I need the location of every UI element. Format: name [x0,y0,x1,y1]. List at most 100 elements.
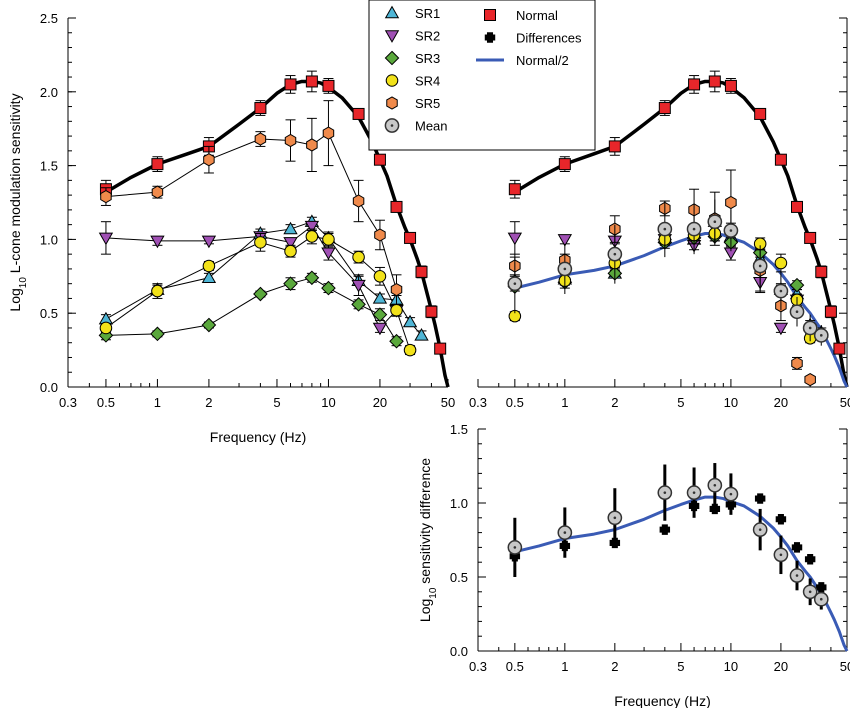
point-sr4 [390,303,403,317]
point-sr3 [372,307,388,322]
point-normal [254,102,267,115]
point-sr4 [151,284,164,298]
legend-marker-differences [484,32,496,43]
series-line-sr3 [105,277,397,342]
point-sr3 [304,270,320,286]
x-tick-label: 20 [373,395,387,410]
x-tick-label: 0.3 [469,395,487,410]
point-sr3 [789,277,805,293]
point-mean-dot [613,252,617,256]
point-mean [607,510,623,526]
point-sr2 [351,279,366,293]
legend-marker-mean [384,118,400,133]
point-sr2 [773,322,789,336]
point-mean [686,221,702,237]
point-mean-dot [663,227,667,231]
point-mean-dot [779,289,783,293]
point-mean [657,221,673,237]
point-normal [724,79,737,92]
point-mean [557,261,573,277]
y-tick-label: 1.0 [40,232,58,247]
point-mean [723,486,739,502]
point-sr1 [283,221,298,235]
point-mean [802,320,818,336]
point-mean [607,246,623,262]
x-tick-label: 5 [677,395,684,410]
point-mean-dot [663,491,667,494]
y-tick-label: 0.5 [40,306,58,321]
legend: SR1 SR2 SR3 SR4 SR5 Mean Normal Differences Norm… [368,0,596,151]
point-mean-dot [563,531,567,534]
point-sr3 [98,328,114,343]
legend-marker-mean-dot [390,124,394,127]
x-tick-label: 0.5 [506,395,524,410]
point-normal [688,78,701,91]
series-line-sr5 [105,132,397,290]
point-sr5 [254,132,267,146]
point-normal [373,153,386,166]
point-sr3 [351,297,366,312]
x-axis-label: Frequency (Hz) [210,429,306,445]
point-mean [507,540,523,555]
point-sr4 [774,256,788,270]
point-sr4 [352,250,365,264]
point-mean [802,584,818,600]
x-tick-label: 10 [724,395,738,410]
x-tick-label: 2 [611,659,618,674]
legend-marker-sr2 [384,30,400,43]
x-tick-label: 1 [154,395,161,410]
point-sr1 [414,328,429,341]
point-mean [686,485,702,500]
point-differences [754,493,766,504]
point-sr5 [203,153,215,167]
point-sr2 [150,235,165,249]
legend-label-sr5: SR5 [415,96,440,111]
legend-label-sr1: SR1 [415,6,440,21]
x-tick-label: 0.3 [59,395,77,410]
point-mean-dot [729,229,733,232]
y-tick-label: 0.0 [450,644,468,659]
point-sr5 [390,282,403,297]
legend-label-differences: Differences [516,31,582,46]
x-tick-label: 20 [774,659,788,674]
point-normal [508,183,521,196]
point-sr2 [321,247,336,261]
panel-top-right: 0.3 0.5 1 2 5 10 20 50 [469,17,850,410]
point-mean [773,547,789,563]
point-differences [791,542,803,553]
point-mean-dot [563,267,567,271]
x-tick-label: 50 [840,395,850,410]
point-sr5 [151,185,164,199]
point-normal [833,342,846,355]
point-mean-dot [758,528,762,531]
y-tick-label: 0.0 [40,380,58,395]
point-normal [708,75,721,88]
x-tick-label: 20 [774,395,788,410]
point-sr4 [322,233,335,246]
point-sr5 [322,126,335,140]
legend-label-mean: Mean [415,119,448,134]
y-axis-label-prefix: Log [7,288,23,311]
point-normal [558,158,571,171]
point-sr2 [507,232,523,246]
point-mean-dot [513,282,517,285]
x-axis-label: Frequency (Hz) [614,693,710,708]
point-sr3 [253,286,268,302]
x-tick-label: 2 [611,395,618,410]
point-sr5 [352,194,365,208]
point-mean [723,223,739,238]
point-sr2 [372,322,388,336]
point-normal [390,200,403,213]
point-normal [824,305,837,318]
point-mean [813,327,829,343]
point-mean-dot [819,597,823,601]
point-sr5 [804,372,816,387]
point-sr4 [373,270,387,283]
x-tick-label: 1 [561,395,568,410]
point-sr2 [201,235,217,249]
point-mean-dot [779,553,783,557]
point-sr1 [201,270,217,284]
point-mean [707,477,723,493]
point-normal [284,78,297,91]
